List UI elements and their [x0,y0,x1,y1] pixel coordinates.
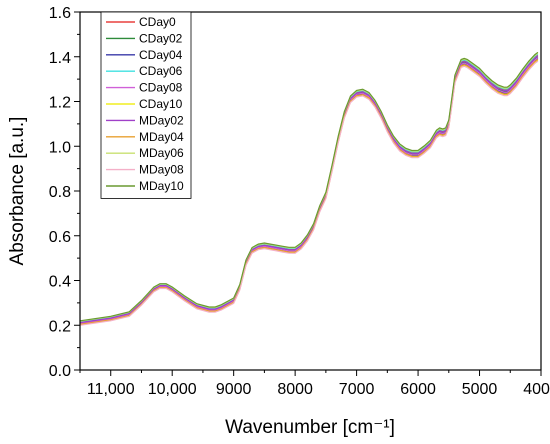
x-tick-label: 6000 [400,381,436,398]
x-tick-label: 8000 [277,381,313,398]
x-axis-title: Wavenumber [cm⁻¹] [225,417,395,438]
y-tick-label: 0.0 [49,363,71,380]
legend-label: MDay08 [139,163,184,177]
legend-label: MDay10 [139,179,184,193]
x-tick-label: 7000 [339,381,375,398]
y-tick-label: 1.0 [49,139,71,156]
legend-label: CDay10 [139,97,183,111]
x-tick-label: 10,000 [148,381,197,398]
legend-label: CDay02 [139,31,183,45]
legend-label: MDay02 [139,113,184,127]
legend-label: CDay04 [139,48,183,62]
legend-label: CDay0 [139,15,176,29]
legend-label: MDay04 [139,130,184,144]
x-tick-label: 11,000 [87,381,135,398]
y-tick-label: 1.6 [49,5,71,22]
x-tick-label: 9000 [216,381,252,398]
legend: CDay0 CDay02 CDay04 CDay06 CDay08 CDay10 MDay0… [100,11,192,199]
y-tick-label: 1.2 [49,95,71,112]
x-tick-label: 5000 [462,381,498,398]
series-line-mday04 [79,58,539,325]
series-line-mday02 [79,55,539,324]
y-axis: 0.0 0.2 0.4 0.6 0.8 1.0 1.2 1.4 1.6 [49,5,80,380]
legend-label: CDay08 [139,81,183,95]
y-tick-label: 1.4 [49,50,71,67]
series-line-mday10 [79,51,539,322]
legend-label: CDay06 [139,64,183,78]
legend-label: MDay06 [139,146,184,160]
series-line-cday08 [79,57,539,325]
legend-box [100,11,192,199]
y-tick-label: 0.8 [49,184,71,201]
y-tick-label: 0.6 [49,229,71,246]
series-line-mday08 [79,60,539,326]
y-axis-title: Absorbance [a.u.] [7,117,28,266]
series-lines [79,51,539,326]
y-tick-label: 0.2 [49,318,71,335]
y-tick-label: 0.4 [49,274,71,291]
